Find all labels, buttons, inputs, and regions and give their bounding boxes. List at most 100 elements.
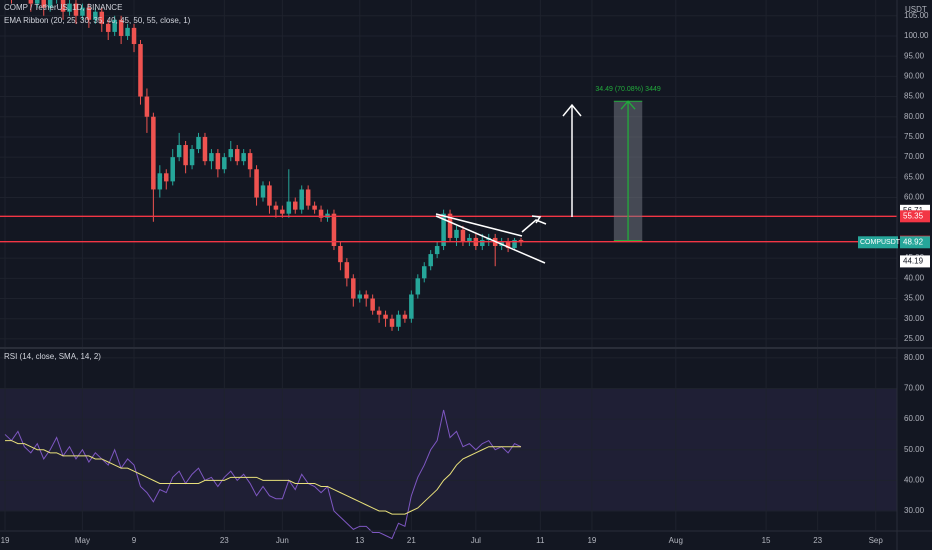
- candle-body: [428, 254, 433, 267]
- candle-body: [99, 11, 105, 24]
- price-label: 44.19: [903, 257, 924, 266]
- candle-body: [286, 201, 292, 214]
- candle-body: [228, 149, 234, 158]
- candle-body: [202, 136, 208, 162]
- candle-body: [467, 237, 472, 242]
- y-tick-label: 65.00: [904, 172, 925, 181]
- x-tick-label: Jun: [276, 536, 289, 545]
- y-tick-label: 40.00: [904, 273, 925, 282]
- y-tick-label: 100.00: [904, 31, 929, 40]
- candle-body: [363, 294, 369, 299]
- y-tick-label: 30.00: [904, 314, 925, 323]
- candle-body: [421, 266, 427, 279]
- candle-body: [67, 3, 72, 12]
- candle-body: [299, 189, 304, 210]
- candle-body: [183, 145, 188, 166]
- x-tick-label: 21: [407, 536, 416, 545]
- candle-body: [402, 314, 408, 319]
- candle-body: [447, 213, 453, 238]
- candle-body: [35, 0, 40, 4]
- candle-body: [293, 201, 298, 210]
- candle-body: [273, 205, 279, 210]
- x-tick-label: May: [75, 536, 90, 545]
- candle-body: [28, 0, 34, 4]
- candle-body: [247, 153, 253, 170]
- x-tick-label: 15: [762, 536, 771, 545]
- candle-body: [260, 185, 266, 198]
- candle-body: [280, 209, 285, 214]
- candle-body: [512, 239, 517, 249]
- y-tick-label: 75.00: [904, 132, 925, 141]
- candle-body: [396, 314, 401, 327]
- candle-body: [164, 173, 169, 182]
- candle-body: [144, 96, 150, 117]
- y-tick-label: 80.00: [904, 112, 925, 121]
- candle-body: [480, 239, 485, 247]
- candle-body: [370, 298, 375, 311]
- x-tick-label: 11: [536, 536, 545, 545]
- price-label-box: [900, 210, 930, 223]
- candle-body: [267, 185, 272, 206]
- candle-body: [344, 262, 350, 279]
- candle-body: [415, 278, 421, 295]
- candle-body: [176, 145, 182, 158]
- candle-body: [80, 7, 85, 16]
- y-tick-label: 35.00: [904, 294, 925, 303]
- rsi-line: [4, 409, 522, 540]
- symbol-label: COMPUSDT: [860, 239, 901, 246]
- y-tick-label: 105.00: [904, 11, 929, 20]
- rsi-tick-label: 50.00: [904, 445, 925, 454]
- candle-body: [189, 149, 195, 166]
- candle-body: [254, 169, 259, 198]
- rsi-tick-label: 30.00: [904, 506, 925, 515]
- candle-body: [112, 19, 117, 32]
- candle-body: [460, 229, 466, 242]
- candle-body: [338, 246, 343, 263]
- currency: USDT: [905, 5, 927, 14]
- candle-body: [318, 209, 324, 218]
- candle-body: [305, 189, 311, 206]
- x-tick-label: 23: [220, 536, 229, 545]
- x-tick-label: 9: [132, 536, 137, 545]
- rsi-line: [5, 440, 521, 515]
- measure-label: 34.49 (70.08%) 3449: [595, 86, 660, 93]
- y-tick-label: 85.00: [904, 92, 925, 101]
- candle-body: [118, 19, 124, 36]
- rsi-tick-label: 40.00: [904, 475, 925, 484]
- candle-body: [376, 310, 382, 315]
- x-tick-label: 19: [587, 536, 596, 545]
- y-tick-label: 95.00: [904, 51, 925, 60]
- rsi-tick-label: 70.00: [904, 384, 925, 393]
- symbol-title: COMP / TetherUS, 1D, BINANCE: [4, 3, 122, 12]
- candle-body: [389, 318, 395, 327]
- candle-body: [73, 3, 79, 16]
- candle-body: [383, 314, 388, 319]
- candle-body: [131, 27, 137, 45]
- candle-body: [357, 294, 363, 299]
- candle-body: [151, 116, 156, 190]
- x-tick-label: 19: [1, 536, 10, 545]
- candle-body: [312, 205, 317, 210]
- candle-body: [170, 157, 175, 182]
- candle-body: [454, 229, 459, 238]
- candle-body: [215, 153, 221, 170]
- candle-body: [157, 173, 163, 190]
- candle-body: [241, 153, 246, 162]
- rsi-tick-label: 60.00: [904, 414, 925, 423]
- x-tick-label: 23: [813, 536, 822, 545]
- price-label: 48.92: [903, 237, 924, 246]
- candle-body: [86, 7, 92, 20]
- candle-body: [105, 23, 111, 32]
- candle-body: [93, 11, 98, 20]
- candle-body: [351, 278, 356, 299]
- arrow-head: [531, 215, 542, 224]
- trend-line: [435, 213, 523, 237]
- y-tick-label: 60.00: [904, 193, 925, 202]
- candle-body: [434, 246, 440, 255]
- candle-body: [41, 0, 46, 8]
- candle-body: [138, 44, 143, 97]
- candle-body: [47, 0, 53, 8]
- x-tick-label: 13: [355, 536, 364, 545]
- symbol-label-box: [858, 236, 898, 249]
